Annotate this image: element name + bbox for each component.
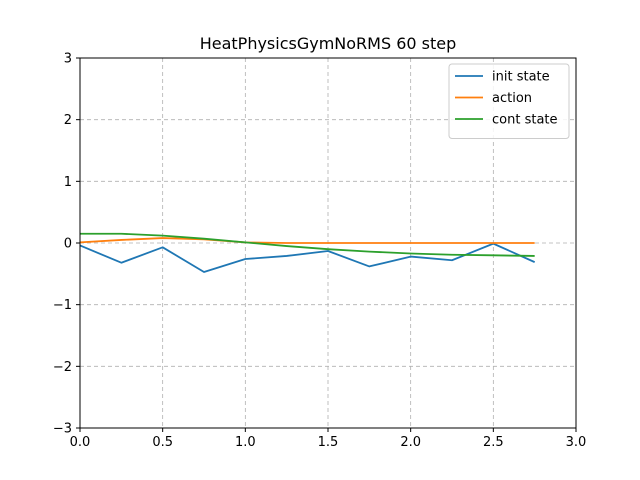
legend: init state action cont state — [448, 63, 570, 139]
y-tick-label: −2 — [53, 360, 72, 375]
y-tick-label: −1 — [53, 298, 72, 313]
x-tick-label: 2.0 — [400, 435, 421, 450]
series-line-cont-state — [80, 232, 535, 257]
series-line-init-state — [79, 242, 536, 273]
legend-label-action: action — [492, 91, 532, 106]
y-tick-label: 0 — [64, 237, 72, 252]
plot-series — [79, 232, 536, 273]
x-tick-label: 3.0 — [566, 435, 587, 450]
x-tick-label: 1.0 — [235, 435, 256, 450]
chart-title: HeatPhysicsGymNoRMS 60 step — [200, 34, 457, 53]
axis-ticks: 0.0 0.5 1.0 1.5 2.0 2.5 3.0 −3 −2 −1 0 1 2 3 — [53, 52, 587, 451]
y-tick-label: 1 — [64, 175, 72, 190]
x-tick-label: 1.5 — [318, 435, 339, 450]
x-tick-label: 2.5 — [483, 435, 504, 450]
y-tick-label: 3 — [64, 52, 72, 67]
y-tick-label: 2 — [64, 113, 72, 128]
x-tick-label: 0.5 — [152, 435, 173, 450]
y-tick-label: −3 — [53, 422, 72, 437]
legend-label-cont-state: cont state — [492, 113, 558, 128]
x-tick-label: 0.0 — [70, 435, 91, 450]
series-line-action — [79, 237, 535, 244]
legend-label-init-state: init state — [492, 70, 550, 85]
